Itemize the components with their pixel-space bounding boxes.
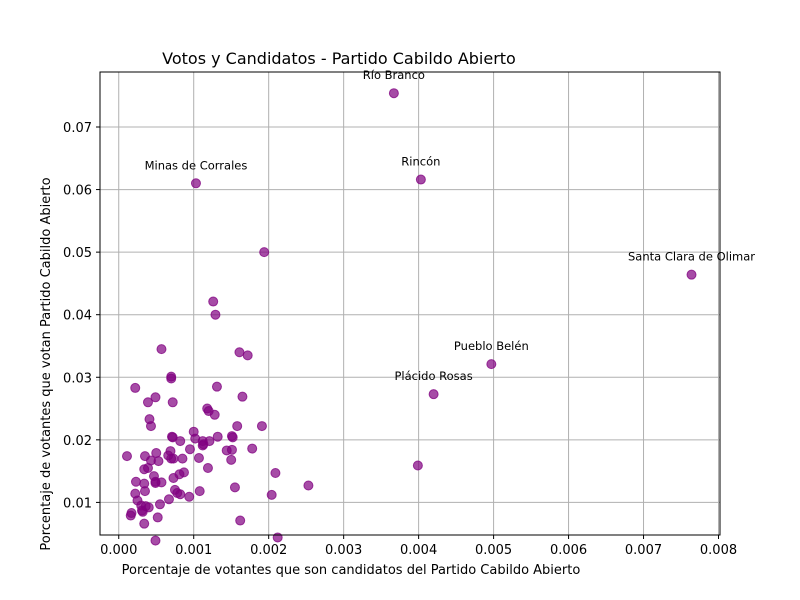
data-point	[237, 391, 248, 402]
data-point	[130, 476, 141, 487]
data-point	[167, 397, 178, 408]
y-tick-label: 0.01	[63, 496, 92, 511]
y-tick-label: 0.07	[63, 121, 92, 136]
data-point	[166, 373, 177, 384]
x-tick-label: 0.007	[625, 543, 662, 558]
point-annotation: Pueblo Belén	[454, 339, 529, 353]
data-point	[137, 506, 148, 517]
point-annotation: Rincón	[401, 155, 440, 169]
point-annotations: Río Branco Rincón Minas de Corrales Santa C…	[145, 68, 756, 383]
data-point	[197, 440, 208, 451]
data-point	[142, 462, 153, 473]
data-point	[125, 510, 136, 521]
x-tick-label: 0.008	[700, 543, 737, 558]
data-point	[259, 247, 270, 258]
data-point	[272, 532, 283, 543]
point-annotation: Santa Clara de Olimar	[628, 250, 755, 264]
data-point	[232, 421, 243, 432]
data-point	[210, 309, 221, 320]
chart-title: Votos y Candidatos - Partido Cabildo Abi…	[162, 49, 516, 68]
data-point	[303, 480, 314, 491]
data-point	[415, 174, 426, 185]
data-point	[153, 456, 164, 467]
data-point	[256, 421, 267, 432]
data-point	[139, 518, 150, 529]
point-annotation: Plácido Rosas	[394, 369, 472, 383]
data-point	[177, 453, 188, 464]
data-point	[145, 421, 156, 432]
data-point	[152, 512, 163, 523]
x-tick-label: 0.002	[250, 543, 287, 558]
data-point	[388, 88, 399, 99]
data-point	[226, 444, 237, 455]
data-point	[156, 344, 167, 355]
data-point	[193, 452, 204, 463]
point-annotation: Minas de Corrales	[145, 158, 248, 172]
data-point	[150, 392, 161, 403]
y-tick-label: 0.05	[63, 246, 92, 261]
data-point	[227, 432, 238, 443]
x-tick-label: 0.006	[550, 543, 587, 558]
x-axis-label: Porcentaje de votantes que son candidato…	[122, 563, 581, 578]
data-point	[163, 494, 174, 505]
data-point	[226, 454, 237, 465]
data-point	[194, 486, 205, 497]
data-point	[156, 477, 167, 488]
data-point	[168, 473, 179, 484]
x-axis-ticks: 0.000 0.001 0.002 0.003 0.004 0.005 0.006 0.007…	[100, 535, 737, 558]
data-point	[686, 269, 697, 280]
x-tick-label: 0.004	[400, 543, 437, 558]
data-point	[184, 444, 195, 455]
data-point	[121, 451, 132, 462]
y-axis-ticks: 0.01 0.02 0.03 0.04 0.05 0.06 0.07	[63, 121, 100, 511]
data-point	[266, 489, 277, 500]
data-point	[175, 436, 186, 447]
y-tick-label: 0.02	[63, 434, 92, 449]
x-tick-label: 0.003	[325, 543, 362, 558]
y-tick-label: 0.03	[63, 371, 92, 386]
data-point	[175, 489, 186, 500]
data-point	[130, 382, 141, 393]
data-point	[247, 443, 258, 454]
data-point	[208, 296, 219, 307]
data-point	[154, 499, 165, 510]
data-point	[211, 381, 222, 392]
data-point	[234, 347, 245, 358]
y-axis-label: Porcentaje de votantes que votan Partido…	[39, 177, 54, 550]
x-tick-label: 0.001	[175, 543, 212, 558]
data-points	[121, 88, 697, 546]
point-annotation: Río Branco	[363, 68, 425, 82]
data-point	[486, 359, 497, 370]
data-point	[412, 460, 423, 471]
x-tick-label: 0.000	[100, 543, 137, 558]
data-point	[184, 491, 195, 502]
data-point	[229, 482, 240, 493]
y-tick-label: 0.04	[63, 309, 92, 324]
data-point	[270, 467, 281, 478]
data-point	[142, 397, 153, 408]
data-point	[168, 453, 179, 464]
y-tick-label: 0.06	[63, 184, 92, 199]
data-point	[209, 409, 220, 420]
data-point	[212, 431, 223, 442]
plot-frame	[99, 71, 721, 536]
data-point	[139, 486, 150, 497]
data-point	[190, 178, 201, 189]
data-point	[150, 535, 161, 546]
data-point	[242, 350, 253, 361]
x-tick-label: 0.005	[475, 543, 512, 558]
data-point	[428, 389, 439, 400]
data-point	[202, 462, 213, 473]
data-point	[235, 515, 246, 526]
